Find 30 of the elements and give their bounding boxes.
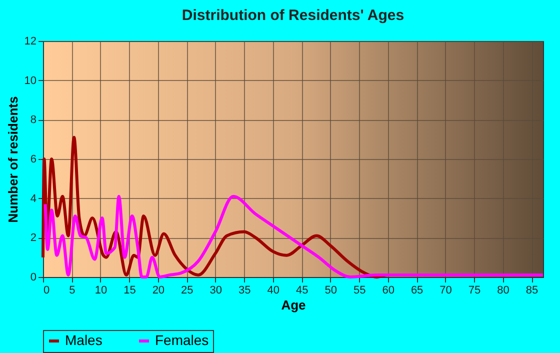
y-tick-label: 8 (30, 114, 36, 126)
y-tick-label: 6 (30, 154, 36, 166)
x-tick-label: 15 (124, 284, 136, 296)
x-axis-title: Age (281, 298, 306, 312)
x-tick-label: 35 (238, 284, 251, 296)
x-tick-label: 5 (69, 284, 76, 296)
x-tick-label: 0 (44, 284, 50, 296)
x-tick-label: 65 (410, 284, 424, 296)
y-tick-label: 4 (30, 192, 36, 205)
chart-title: Distribution of Residents' Ages (182, 7, 404, 24)
x-tick-label: 25 (181, 284, 194, 296)
y-tick-label: 2 (30, 232, 36, 244)
x-tick-label: 60 (382, 284, 394, 296)
x-tick-label: 55 (353, 284, 366, 296)
x-tick-label: 45 (296, 284, 308, 296)
x-tick-label: 40 (267, 284, 280, 296)
x-tick-label: 70 (440, 284, 452, 296)
y-tick-label: 10 (24, 74, 36, 87)
x-tick-label: 85 (526, 284, 538, 296)
x-tick-label: 80 (497, 284, 510, 296)
x-tick-label: 75 (468, 284, 481, 296)
x-tick-label: 20 (152, 284, 165, 296)
y-tick-label: 0 (30, 272, 36, 284)
legend-label: Females (155, 332, 209, 348)
legend-label: Males (65, 332, 102, 348)
x-tick-label: 10 (94, 284, 108, 296)
y-tick-label: 12 (24, 36, 36, 48)
x-tick-label: 30 (210, 284, 222, 296)
x-tick-label: 50 (324, 284, 337, 296)
y-axis-title: Number of residents (5, 96, 20, 223)
